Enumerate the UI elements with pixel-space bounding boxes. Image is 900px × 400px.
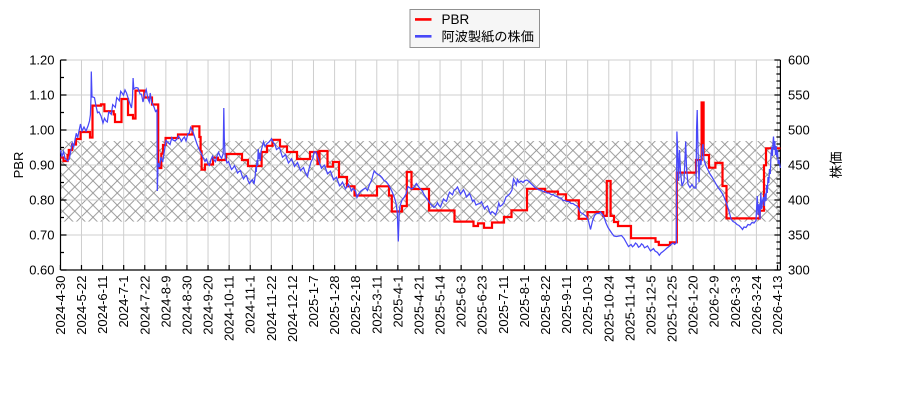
svg-text:1.20: 1.20	[29, 53, 54, 68]
svg-text:2025-5-14: 2025-5-14	[433, 276, 448, 335]
svg-text:400: 400	[788, 193, 810, 208]
svg-text:2025-11-14: 2025-11-14	[622, 276, 637, 342]
svg-text:2024-7-1: 2024-7-1	[116, 276, 131, 328]
svg-text:2026-4-13: 2026-4-13	[770, 276, 785, 335]
svg-text:2025-6-3: 2025-6-3	[454, 276, 469, 328]
svg-text:2024-5-22: 2024-5-22	[74, 276, 89, 335]
svg-text:500: 500	[788, 123, 810, 138]
svg-text:600: 600	[788, 53, 810, 68]
svg-text:2025-2-18: 2025-2-18	[348, 276, 363, 335]
svg-text:2024-8-30: 2024-8-30	[179, 276, 194, 335]
svg-text:2024-11-1: 2024-11-1	[243, 276, 258, 334]
svg-text:0.90: 0.90	[29, 158, 54, 173]
svg-text:2025-3-11: 2025-3-11	[369, 276, 384, 334]
svg-text:0.80: 0.80	[29, 193, 54, 208]
svg-text:450: 450	[788, 158, 810, 173]
svg-text:2026-1-20: 2026-1-20	[686, 276, 701, 335]
svg-text:2025-9-11: 2025-9-11	[559, 276, 574, 334]
svg-text:2025-8-1: 2025-8-1	[517, 276, 532, 328]
svg-text:0.70: 0.70	[29, 228, 54, 243]
svg-text:2025-1-7: 2025-1-7	[306, 276, 321, 328]
svg-text:2025-1-28: 2025-1-28	[327, 276, 342, 335]
svg-text:PBR: PBR	[442, 12, 470, 27]
svg-text:2024-8-9: 2024-8-9	[158, 276, 173, 328]
svg-text:2026-3-3: 2026-3-3	[728, 276, 743, 328]
svg-text:2025-4-1: 2025-4-1	[390, 276, 405, 328]
svg-text:2026-3-24: 2026-3-24	[749, 276, 764, 335]
svg-text:2024-7-22: 2024-7-22	[137, 276, 152, 335]
svg-text:0.60: 0.60	[29, 263, 54, 278]
svg-text:2025-6-23: 2025-6-23	[475, 276, 490, 335]
svg-text:2025-10-3: 2025-10-3	[580, 276, 595, 335]
svg-text:350: 350	[788, 228, 810, 243]
svg-text:2024-10-11: 2024-10-11	[222, 276, 237, 342]
svg-text:1.00: 1.00	[29, 123, 54, 138]
svg-text:2026-2-9: 2026-2-9	[707, 276, 722, 328]
svg-text:2025-7-11: 2025-7-11	[496, 276, 511, 334]
svg-text:550: 550	[788, 88, 810, 103]
svg-text:300: 300	[788, 263, 810, 278]
svg-text:2024-9-20: 2024-9-20	[201, 276, 216, 335]
svg-text:2025-12-25: 2025-12-25	[665, 276, 680, 343]
svg-text:2025-12-5: 2025-12-5	[643, 276, 658, 335]
svg-text:PBR: PBR	[11, 152, 26, 179]
svg-text:1.10: 1.10	[29, 88, 54, 103]
svg-text:2025-8-22: 2025-8-22	[538, 276, 553, 335]
svg-text:2025-4-21: 2025-4-21	[411, 276, 426, 335]
svg-text:2024-4-30: 2024-4-30	[53, 276, 68, 335]
svg-text:2025-10-24: 2025-10-24	[601, 276, 616, 343]
svg-text:2024-12-12: 2024-12-12	[285, 276, 300, 343]
svg-text:2024-6-11: 2024-6-11	[95, 276, 110, 334]
svg-text:2024-11-22: 2024-11-22	[264, 276, 279, 342]
